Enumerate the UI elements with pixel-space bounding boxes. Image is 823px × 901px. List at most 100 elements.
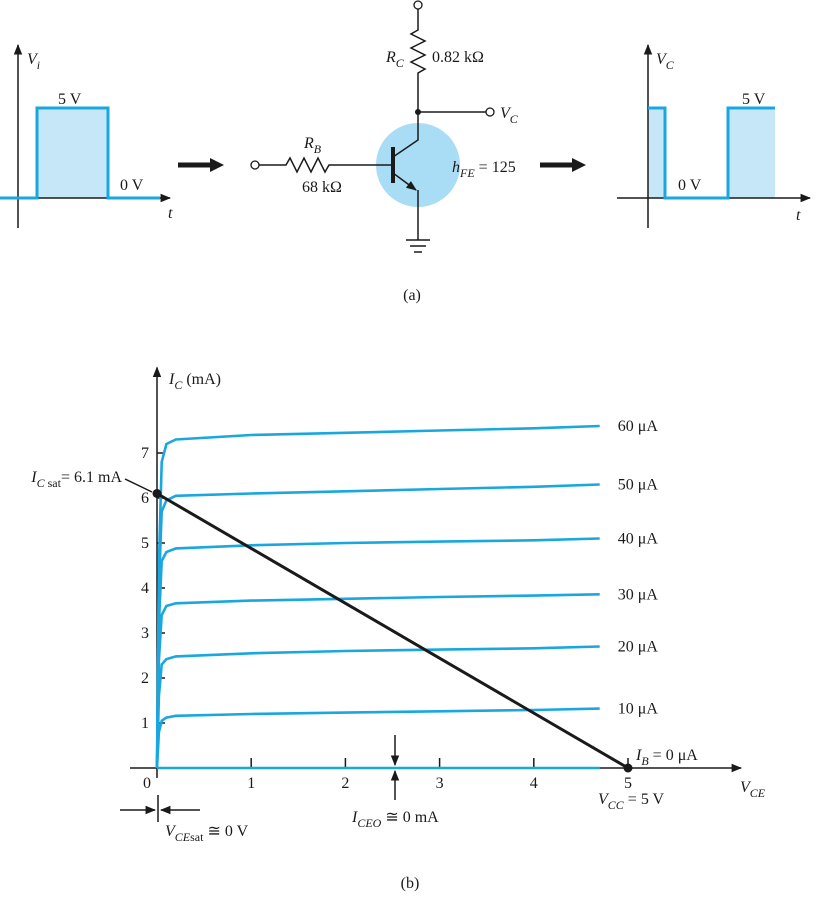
arrow-head (572, 158, 586, 172)
text-part: 0 V (678, 177, 702, 194)
text-part: 5 V (742, 91, 766, 108)
diagram-label: 5 V (58, 91, 82, 108)
text-part: I (635, 747, 642, 764)
annotation: IC sat= 6.1 mA (30, 469, 122, 490)
diagram-label: 0.82 kΩ (432, 49, 484, 66)
diagram-label: t (168, 205, 173, 222)
diagram-label: 5 V (742, 91, 766, 108)
y-tick-label: 5 (141, 535, 149, 552)
x-tick-label: 4 (530, 775, 538, 792)
text-part: CE (750, 786, 766, 800)
diagram-label: RC (385, 49, 405, 70)
diagram-label: 68 kΩ (302, 179, 342, 196)
text-part: V (165, 823, 177, 840)
x-axis-label: VCE (740, 779, 766, 800)
q-point (623, 763, 633, 773)
curve (155, 537, 600, 769)
text-part: B (641, 754, 649, 768)
y-tick-label: 6 (141, 490, 149, 507)
text-part: CEO (357, 816, 381, 830)
circuit (250, 0, 495, 253)
text-part: CE (175, 830, 191, 844)
text-part: ≅ 0 mA (381, 809, 439, 826)
text-part: V (740, 779, 752, 796)
diagram-label: Vi (27, 51, 40, 72)
input-waveform (0, 43, 172, 228)
series-label: 40 μA (618, 531, 659, 548)
annotation: ICEO ≅ 0 mA (351, 809, 439, 830)
series-label: IB = 0 μA (635, 747, 698, 768)
curve (155, 424, 600, 769)
curve (155, 707, 600, 769)
diagram-label: 0 V (678, 177, 702, 194)
series-label: 50 μA (618, 477, 659, 494)
text-part: I (351, 809, 358, 826)
series-label: 30 μA (618, 586, 659, 603)
y-tick-label: 3 (141, 625, 149, 642)
diagram-label: VC (500, 105, 519, 126)
text-part: C (37, 476, 46, 490)
text-part: R (385, 49, 396, 66)
y-tick-label: 2 (141, 670, 149, 687)
text-part: CC (608, 798, 625, 812)
text-part: C (174, 378, 183, 392)
text-part: C (396, 56, 405, 70)
series-label: 20 μA (618, 639, 659, 656)
text-part: i (37, 58, 40, 72)
y-axis-label: IC (mA) (168, 371, 221, 392)
diagram-label: 0 V (120, 177, 144, 194)
text-part: R (303, 135, 314, 152)
text-part: = 5 V (624, 791, 665, 808)
x-tick-label: 3 (436, 775, 444, 792)
curve (155, 645, 600, 769)
text-part: V (500, 105, 512, 122)
text-part: FE (459, 166, 475, 180)
annotation: VCEsat ≅ 0 V (165, 823, 249, 844)
y-tick-label: 7 (141, 445, 149, 462)
output-waveform (617, 43, 812, 228)
y-tick-label: 1 (141, 715, 149, 732)
y-tick-label: 4 (141, 580, 149, 597)
annotation: VCC = 5 V (598, 791, 665, 812)
load-line (156, 492, 629, 770)
text-part: I (168, 371, 175, 388)
text-part: V (598, 791, 610, 808)
q-point (152, 489, 162, 498)
text-part: V (27, 51, 39, 68)
arrow-head (210, 158, 224, 172)
text-part: 0.82 kΩ (432, 49, 484, 66)
diagram-label: hFE = 125 (452, 159, 516, 180)
diagram-label: VC (656, 51, 675, 72)
series-label: 10 μA (618, 701, 659, 718)
text-part: 68 kΩ (302, 179, 342, 196)
caption: (a) (403, 287, 421, 304)
text-part: (mA) (182, 371, 221, 388)
x-tick-label: 0 (143, 775, 151, 792)
curve (155, 483, 600, 769)
text-part: sat (190, 830, 204, 844)
chart: 0 1 2 3 4 5 1 2 3 4 5 6 7 60 μA 50 μA 40 μA 30 μA 20 μA 10… (120, 366, 743, 892)
curve (155, 593, 600, 769)
text-part: B (314, 142, 322, 156)
text-part: = 125 (475, 159, 516, 176)
text-part: 0 V (120, 177, 144, 194)
text-part: t (796, 207, 801, 224)
x-tick-label: 2 (341, 775, 349, 792)
text-part: h (452, 159, 460, 176)
text-part: sat (45, 476, 62, 490)
text-part: I (30, 469, 37, 486)
text-part: t (168, 205, 173, 222)
diagram-label: t (796, 207, 801, 224)
diagram-label: RB (303, 135, 322, 156)
text-part: = 0 μA (649, 747, 699, 764)
text-part: C (510, 112, 519, 126)
text-part: V (656, 51, 668, 68)
series-label: 60 μA (618, 418, 659, 435)
caption: (b) (401, 875, 420, 892)
text-part: C (666, 58, 675, 72)
text-part: ≅ 0 V (203, 823, 248, 840)
text-part: 5 V (58, 91, 82, 108)
text-part: = 6.1 mA (61, 469, 122, 486)
x-tick-label: 1 (247, 775, 255, 792)
